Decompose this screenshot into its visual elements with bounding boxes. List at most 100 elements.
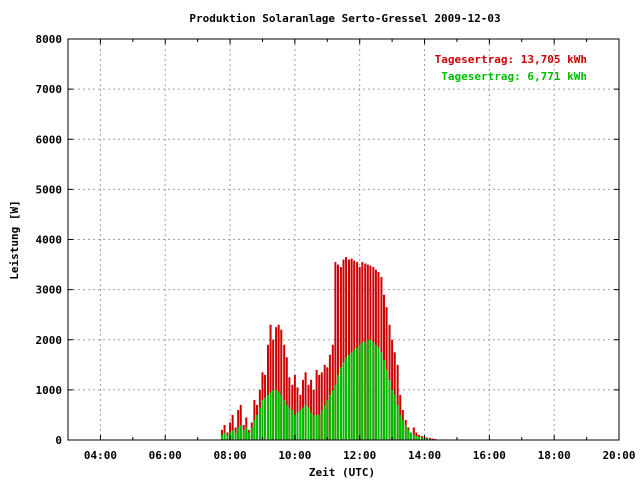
bar	[323, 404, 326, 440]
bar	[223, 432, 226, 440]
bar	[350, 258, 353, 440]
y-axis-label: Leistung [W]	[8, 200, 21, 279]
bar	[272, 389, 275, 440]
bar	[280, 394, 283, 440]
bar	[307, 407, 310, 440]
bar	[242, 429, 245, 440]
bar	[377, 347, 380, 440]
bar	[429, 438, 432, 440]
x-tick-label: 10:00	[278, 449, 311, 462]
bar	[407, 429, 410, 440]
tick-labels: 0 1000 2000 3000 4000 5000 6000 7000 8000 04:00 06…	[36, 33, 636, 462]
bar	[396, 364, 399, 440]
bar	[342, 259, 345, 440]
bar	[345, 257, 348, 440]
bar	[285, 404, 288, 440]
y-tick-label: 0	[55, 434, 62, 447]
bar	[339, 367, 342, 440]
bar	[269, 324, 272, 440]
bar	[258, 407, 261, 440]
bar	[293, 374, 296, 440]
bar	[285, 357, 288, 440]
y-tick-label: 4000	[36, 234, 63, 247]
ticks	[67, 38, 620, 441]
bar	[372, 342, 375, 440]
bar	[231, 414, 234, 440]
y-tick-label: 8000	[36, 33, 63, 46]
bar	[350, 352, 353, 440]
bar	[310, 379, 313, 440]
bar	[412, 427, 415, 440]
bar	[277, 324, 280, 440]
x-tick-label: 14:00	[408, 449, 441, 462]
bar	[226, 434, 229, 440]
bar	[380, 352, 383, 440]
legend: Tagesertrag: 13,705 kWh Tagesertrag: 6,77…	[435, 53, 587, 83]
bars	[220, 257, 448, 440]
bar	[418, 436, 421, 440]
bar	[250, 427, 253, 440]
y-tick-label: 6000	[36, 133, 63, 146]
x-axis-label: Zeit (UTC)	[309, 466, 375, 479]
bar	[318, 374, 321, 440]
bar	[348, 354, 351, 440]
bar	[331, 389, 334, 440]
bar	[334, 384, 337, 440]
bar	[220, 434, 223, 440]
bar	[310, 412, 313, 440]
bar	[269, 392, 272, 440]
bar	[253, 419, 256, 440]
bar	[339, 267, 342, 440]
bar	[388, 379, 391, 440]
bar	[366, 339, 369, 440]
bar	[320, 409, 323, 440]
bar	[328, 394, 331, 440]
bar	[426, 438, 429, 440]
bar	[326, 399, 329, 440]
bar	[266, 344, 269, 440]
bar	[283, 344, 286, 440]
bar	[345, 357, 348, 440]
bar	[399, 414, 402, 440]
bar	[356, 347, 359, 440]
bar	[353, 349, 356, 440]
bar	[431, 438, 434, 440]
bar	[412, 434, 415, 440]
legend-entry: Tagesertrag: 6,771 kWh	[441, 70, 587, 83]
bar	[323, 364, 326, 440]
bar	[296, 412, 299, 440]
bar	[391, 389, 394, 440]
bar	[342, 362, 345, 440]
bar	[304, 404, 307, 440]
bar	[315, 369, 318, 440]
legend-entry: Tagesertrag: 13,705 kWh	[435, 53, 587, 66]
bar	[291, 409, 294, 440]
bar	[299, 409, 302, 440]
bar	[404, 424, 407, 440]
bar	[409, 432, 412, 440]
bar	[336, 264, 339, 440]
bar	[334, 262, 337, 440]
bar	[261, 399, 264, 440]
bar	[369, 339, 372, 440]
y-tick-label: 5000	[36, 183, 63, 196]
bar	[277, 392, 280, 440]
series-1	[220, 339, 445, 440]
bar	[396, 404, 399, 440]
bar	[318, 414, 321, 440]
y-tick-label: 3000	[36, 284, 63, 297]
bar	[364, 342, 367, 440]
chart-title: Produktion Solaranlage Serto-Gressel 200…	[189, 12, 500, 25]
bar	[320, 372, 323, 440]
x-tick-label: 06:00	[149, 449, 182, 462]
bar	[266, 394, 269, 440]
bar	[229, 422, 232, 440]
x-tick-label: 18:00	[538, 449, 571, 462]
bar	[315, 414, 318, 440]
bar	[385, 369, 388, 440]
bar	[293, 414, 296, 440]
bar	[383, 359, 386, 440]
x-tick-label: 12:00	[343, 449, 376, 462]
bar	[336, 374, 339, 440]
